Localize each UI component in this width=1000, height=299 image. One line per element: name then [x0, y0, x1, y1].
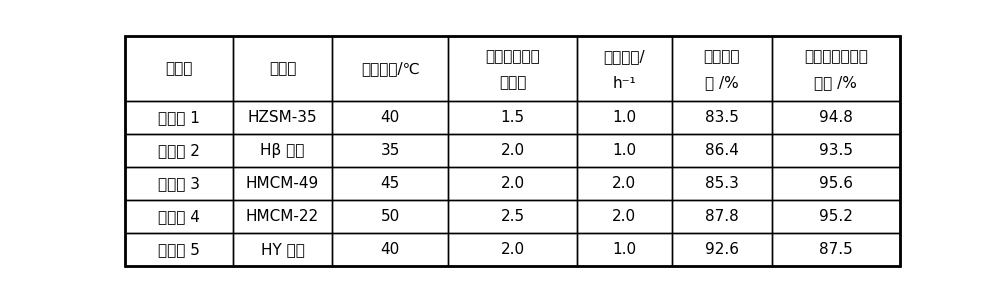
Text: 2.5: 2.5 — [500, 209, 525, 224]
Text: 乙酸和茨烯的: 乙酸和茨烯的 — [485, 49, 540, 64]
Text: 87.8: 87.8 — [705, 209, 739, 224]
Bar — [772, 101, 900, 135]
Text: 94.8: 94.8 — [819, 110, 853, 126]
Bar — [672, 200, 772, 233]
Text: 2.0: 2.0 — [612, 209, 636, 224]
Text: 93.5: 93.5 — [819, 144, 853, 158]
Text: HZSM-35: HZSM-35 — [248, 110, 317, 126]
Text: 40: 40 — [381, 242, 400, 257]
Bar — [672, 135, 772, 167]
Text: 茨烯空速/: 茨烯空速/ — [604, 49, 645, 64]
Text: 率 /%: 率 /% — [705, 76, 739, 91]
Bar — [233, 36, 332, 101]
Bar — [125, 200, 233, 233]
Text: 实施例 1: 实施例 1 — [158, 110, 200, 126]
Bar — [448, 36, 577, 101]
Bar — [233, 233, 332, 266]
Bar — [577, 101, 672, 135]
Text: 2.0: 2.0 — [500, 242, 525, 257]
Bar — [332, 101, 448, 135]
Text: 35: 35 — [381, 144, 400, 158]
Bar — [672, 233, 772, 266]
Text: 反应温度/℃: 反应温度/℃ — [361, 61, 420, 76]
Text: 1.0: 1.0 — [612, 144, 636, 158]
Text: 2.0: 2.0 — [500, 176, 525, 191]
Text: 2.0: 2.0 — [612, 176, 636, 191]
Bar — [332, 200, 448, 233]
Text: h⁻¹: h⁻¹ — [613, 76, 636, 91]
Text: 催化剂: 催化剂 — [269, 61, 296, 76]
Text: 实施例 5: 实施例 5 — [158, 242, 200, 257]
Text: 45: 45 — [381, 176, 400, 191]
Text: 1.5: 1.5 — [500, 110, 525, 126]
Text: 择性 /%: 择性 /% — [814, 76, 857, 91]
Text: 实施例 4: 实施例 4 — [158, 209, 200, 224]
Text: 85.3: 85.3 — [705, 176, 739, 191]
Bar — [772, 135, 900, 167]
Text: 实施例 3: 实施例 3 — [158, 176, 200, 191]
Bar — [672, 36, 772, 101]
Bar — [577, 167, 672, 200]
Text: 实施例 2: 实施例 2 — [158, 144, 200, 158]
Bar — [332, 167, 448, 200]
Text: 茨烯转化: 茨烯转化 — [704, 49, 740, 64]
Bar — [577, 36, 672, 101]
Bar — [772, 233, 900, 266]
Bar — [577, 200, 672, 233]
Text: 92.6: 92.6 — [705, 242, 739, 257]
Bar — [448, 135, 577, 167]
Bar — [233, 135, 332, 167]
Bar — [577, 135, 672, 167]
Text: 95.6: 95.6 — [819, 176, 853, 191]
Bar — [233, 101, 332, 135]
Bar — [233, 167, 332, 200]
Text: 95.2: 95.2 — [819, 209, 853, 224]
Bar — [125, 135, 233, 167]
Bar — [672, 101, 772, 135]
Text: 2.0: 2.0 — [500, 144, 525, 158]
Bar — [772, 167, 900, 200]
Bar — [448, 167, 577, 200]
Text: 摩尔比: 摩尔比 — [499, 76, 526, 91]
Bar — [332, 135, 448, 167]
Bar — [233, 200, 332, 233]
Bar — [125, 36, 233, 101]
Text: 乙酸异龙脑酯选: 乙酸异龙脑酯选 — [804, 49, 868, 64]
Bar — [577, 233, 672, 266]
Bar — [125, 233, 233, 266]
Bar — [448, 101, 577, 135]
Bar — [448, 200, 577, 233]
Bar — [772, 36, 900, 101]
Text: HMCM-49: HMCM-49 — [246, 176, 319, 191]
Text: 1.0: 1.0 — [612, 242, 636, 257]
Bar — [332, 36, 448, 101]
Text: 87.5: 87.5 — [819, 242, 853, 257]
Text: 83.5: 83.5 — [705, 110, 739, 126]
Text: HY 永石: HY 永石 — [261, 242, 304, 257]
Text: 1.0: 1.0 — [612, 110, 636, 126]
Text: 86.4: 86.4 — [705, 144, 739, 158]
Bar — [448, 233, 577, 266]
Text: 50: 50 — [381, 209, 400, 224]
Bar — [772, 200, 900, 233]
Text: Hβ 永石: Hβ 永石 — [260, 144, 305, 158]
Bar — [332, 233, 448, 266]
Bar — [125, 167, 233, 200]
Text: 实施例: 实施例 — [165, 61, 193, 76]
Bar — [125, 101, 233, 135]
Text: HMCM-22: HMCM-22 — [246, 209, 319, 224]
Text: 40: 40 — [381, 110, 400, 126]
Bar — [672, 167, 772, 200]
